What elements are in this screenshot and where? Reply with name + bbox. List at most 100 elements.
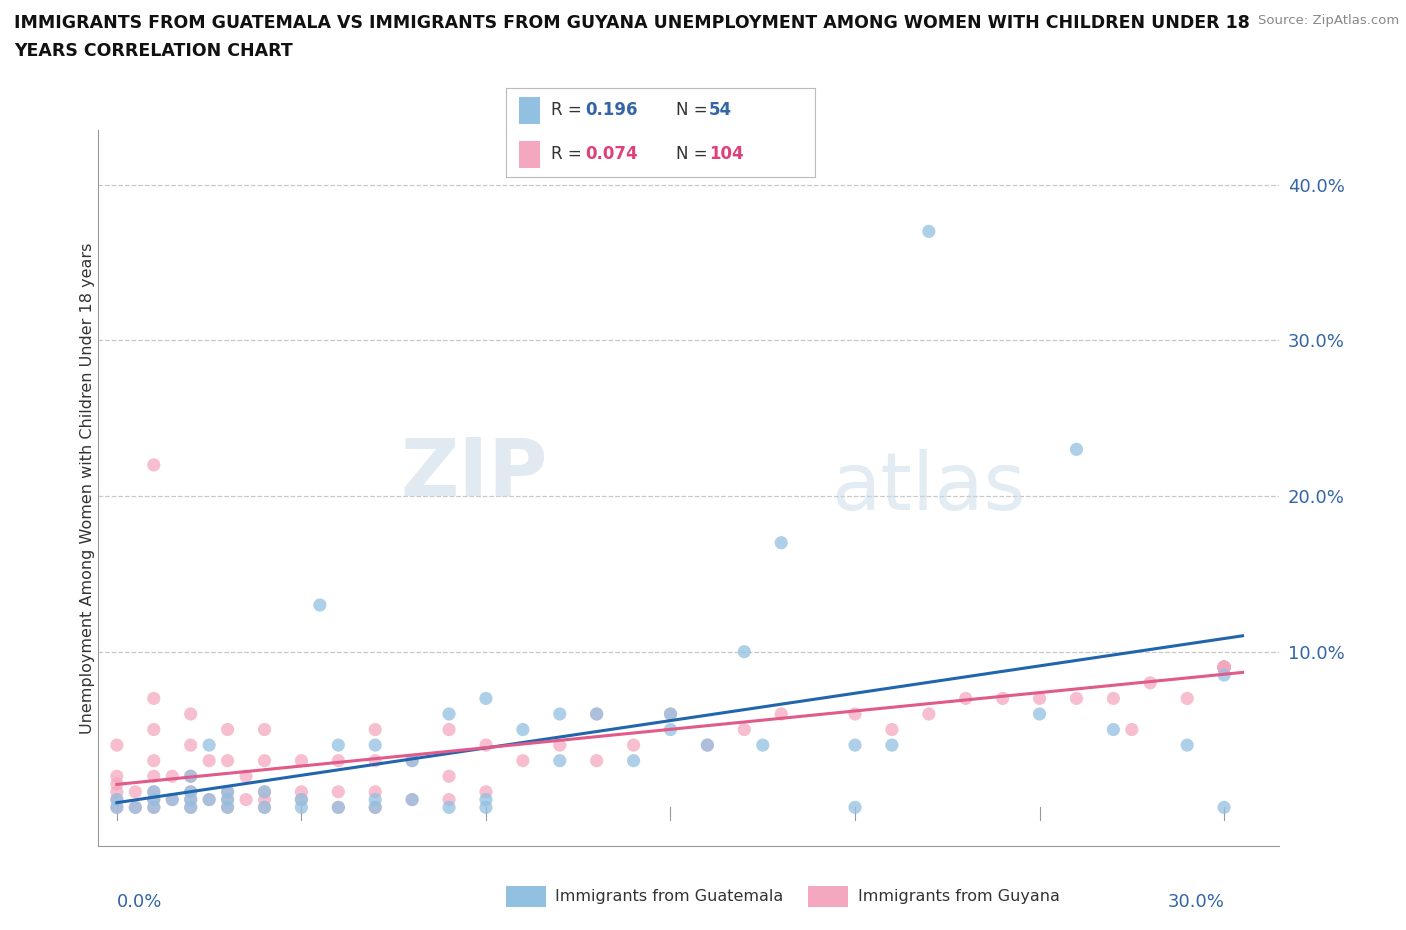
- Y-axis label: Unemployment Among Women with Children Under 18 years: Unemployment Among Women with Children U…: [80, 243, 94, 734]
- Point: [290, 800, 312, 815]
- Point: [880, 737, 903, 752]
- Point: [1213, 660, 1236, 675]
- Point: [180, 784, 202, 799]
- Point: [328, 800, 350, 815]
- Point: [437, 792, 460, 807]
- Point: [1213, 660, 1236, 675]
- Point: [1213, 668, 1236, 683]
- Point: [623, 737, 645, 752]
- Point: [328, 800, 350, 815]
- Point: [364, 722, 387, 737]
- Point: [1213, 660, 1236, 675]
- Point: [142, 800, 165, 815]
- Text: 0.0%: 0.0%: [117, 893, 162, 911]
- Point: [328, 784, 350, 799]
- Point: [1213, 660, 1236, 675]
- Point: [1213, 660, 1236, 675]
- Text: R =: R =: [551, 145, 588, 163]
- Point: [991, 691, 1014, 706]
- Text: 0.074: 0.074: [585, 145, 638, 163]
- Point: [142, 800, 165, 815]
- Point: [1102, 691, 1125, 706]
- Point: [1213, 660, 1236, 675]
- Point: [548, 753, 571, 768]
- Point: [585, 753, 607, 768]
- Point: [1213, 660, 1236, 675]
- Point: [217, 784, 239, 799]
- Point: [105, 769, 128, 784]
- Point: [1175, 691, 1198, 706]
- Point: [142, 769, 165, 784]
- Point: [1213, 660, 1236, 675]
- Point: [770, 536, 793, 551]
- Text: 54: 54: [709, 101, 733, 119]
- Point: [253, 753, 276, 768]
- Point: [844, 800, 866, 815]
- Point: [733, 722, 755, 737]
- Point: [328, 753, 350, 768]
- Point: [1066, 442, 1088, 457]
- Point: [235, 792, 257, 807]
- Text: YEARS CORRELATION CHART: YEARS CORRELATION CHART: [14, 42, 292, 60]
- Point: [308, 598, 332, 613]
- Point: [328, 737, 350, 752]
- Point: [475, 784, 498, 799]
- Point: [1213, 660, 1236, 675]
- Point: [253, 800, 276, 815]
- Point: [659, 707, 682, 722]
- Point: [364, 737, 387, 752]
- Point: [1213, 800, 1236, 815]
- Point: [180, 769, 202, 784]
- Point: [124, 800, 146, 815]
- Point: [142, 722, 165, 737]
- Point: [1213, 660, 1236, 675]
- Point: [124, 800, 146, 815]
- Point: [1213, 660, 1236, 675]
- Text: N =: N =: [676, 101, 713, 119]
- Point: [364, 784, 387, 799]
- Point: [1213, 660, 1236, 675]
- Point: [180, 800, 202, 815]
- Point: [1213, 660, 1236, 675]
- Point: [105, 784, 128, 799]
- Text: Immigrants from Guatemala: Immigrants from Guatemala: [555, 889, 783, 904]
- Point: [1121, 722, 1143, 737]
- Point: [733, 644, 755, 659]
- Point: [401, 792, 423, 807]
- Point: [217, 784, 239, 799]
- Point: [1213, 660, 1236, 675]
- Point: [142, 458, 165, 472]
- Point: [1213, 660, 1236, 675]
- Point: [142, 691, 165, 706]
- Text: 30.0%: 30.0%: [1167, 893, 1225, 911]
- Point: [142, 792, 165, 807]
- Point: [659, 722, 682, 737]
- Point: [1213, 660, 1236, 675]
- Point: [105, 737, 128, 752]
- Point: [235, 769, 257, 784]
- Point: [162, 792, 183, 807]
- Point: [105, 792, 128, 807]
- Point: [548, 737, 571, 752]
- Point: [142, 784, 165, 799]
- Point: [253, 800, 276, 815]
- Point: [105, 792, 128, 807]
- Point: [844, 737, 866, 752]
- Point: [955, 691, 977, 706]
- Point: [401, 753, 423, 768]
- Point: [512, 753, 534, 768]
- Bar: [519, 141, 540, 167]
- Text: N =: N =: [676, 145, 713, 163]
- Point: [290, 792, 312, 807]
- Point: [1213, 660, 1236, 675]
- Point: [1213, 660, 1236, 675]
- Point: [1213, 660, 1236, 675]
- Point: [1213, 660, 1236, 675]
- Text: ZIP: ZIP: [399, 435, 547, 513]
- Point: [1066, 691, 1088, 706]
- Point: [437, 707, 460, 722]
- Point: [437, 800, 460, 815]
- Point: [548, 707, 571, 722]
- Point: [1213, 660, 1236, 675]
- Point: [217, 722, 239, 737]
